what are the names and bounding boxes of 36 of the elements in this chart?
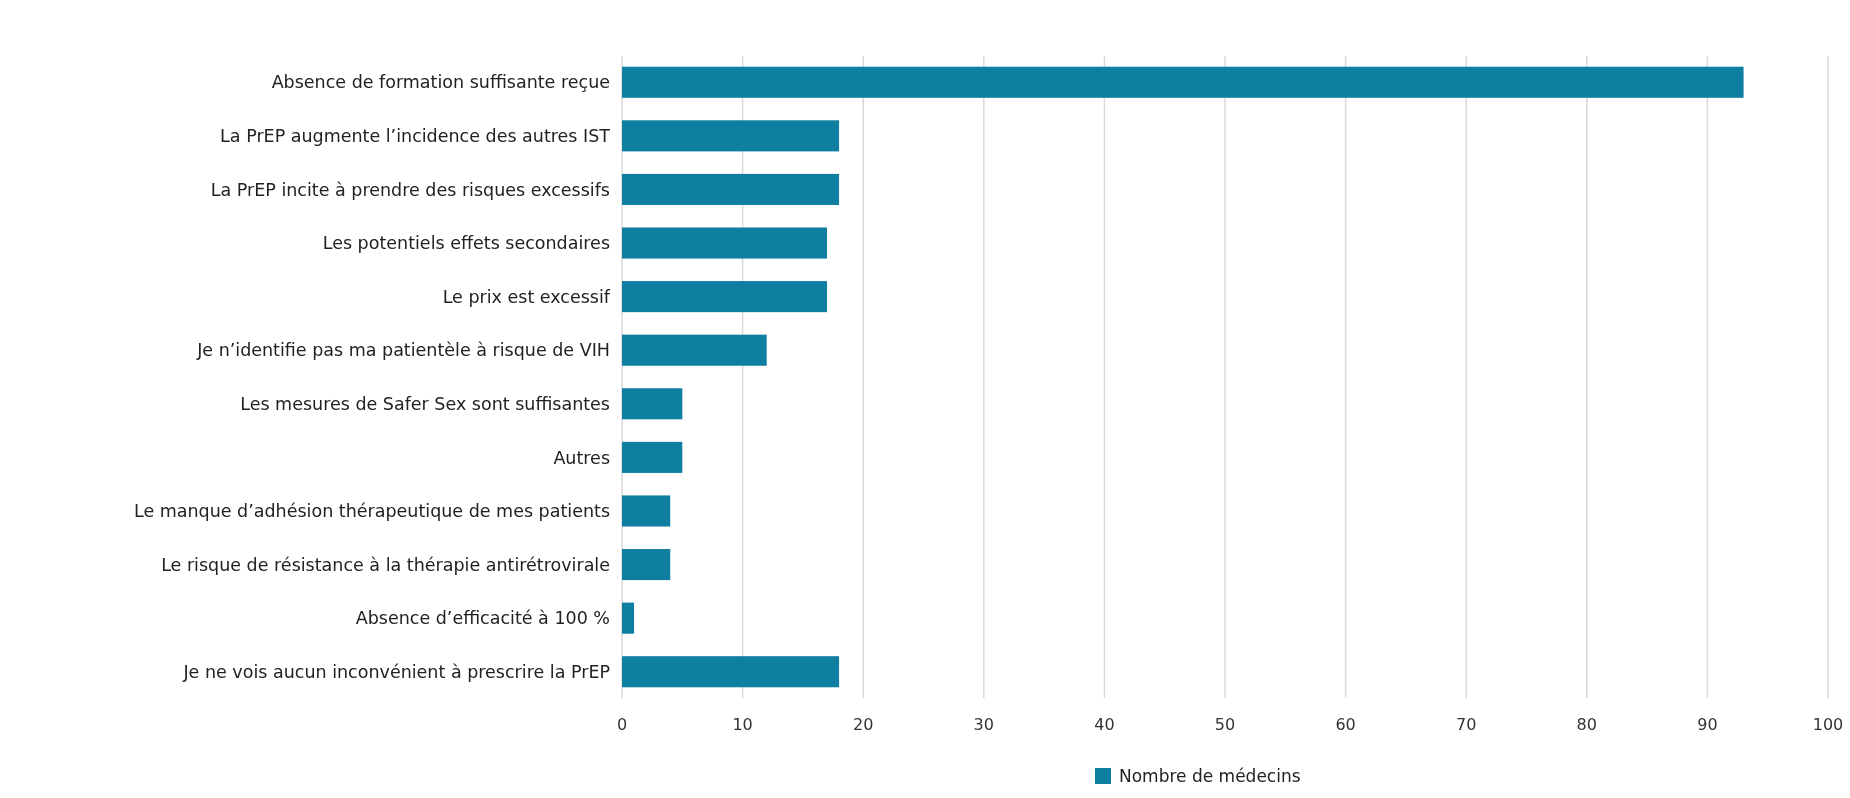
x-tick-label: 60	[1335, 715, 1356, 734]
y-tick-label: Absence d’efficacité à 100 %	[355, 608, 610, 629]
x-tick-label: 30	[973, 715, 994, 734]
bar	[622, 388, 683, 420]
y-tick-label: Je ne vois aucun inconvénient à prescrire la PrEP	[182, 661, 610, 682]
bar	[622, 656, 840, 688]
legend-label: Nombre de médecins	[1119, 765, 1301, 786]
x-tick-label: 0	[616, 715, 628, 734]
bar	[622, 281, 828, 313]
bar	[622, 173, 840, 205]
y-tick-label: Le risque de résistance à la thérapie antirétrovirale	[161, 554, 610, 575]
bar	[622, 602, 635, 634]
bar	[622, 66, 1744, 98]
x-tick-label: 100	[1812, 715, 1844, 734]
x-tick-label: 10	[732, 715, 753, 734]
bar	[622, 549, 671, 581]
y-tick-label: Le manque d’adhésion thérapeutique de mes patients	[133, 501, 610, 522]
bar	[622, 334, 767, 366]
x-tick-label: 80	[1576, 715, 1597, 734]
y-tick-label: Absence de formation suffisante reçue	[271, 72, 610, 93]
bar	[622, 120, 840, 152]
x-tick-label: 20	[853, 715, 874, 734]
y-tick-label: Autres	[553, 447, 610, 468]
y-tick-label: La PrEP incite à prendre des risques excessifs	[210, 179, 610, 200]
x-tick-label: 90	[1697, 715, 1718, 734]
bar	[622, 227, 828, 259]
x-tick-label: 70	[1456, 715, 1477, 734]
x-tick-label: 40	[1094, 715, 1115, 734]
bar	[622, 495, 671, 527]
x-tick-label: 50	[1214, 715, 1236, 734]
y-tick-label: La PrEP augmente l’incidence des autres IST	[220, 125, 611, 146]
y-tick-label: Les mesures de Safer Sex sont suffisantes	[240, 393, 610, 414]
bar	[622, 441, 683, 473]
y-tick-label: Je n’identifie pas ma patientèle à risque de VIH	[196, 340, 610, 361]
y-tick-label: Le prix est excessif	[442, 286, 611, 307]
y-tick-label: Les potentiels effets secondaires	[322, 233, 610, 254]
